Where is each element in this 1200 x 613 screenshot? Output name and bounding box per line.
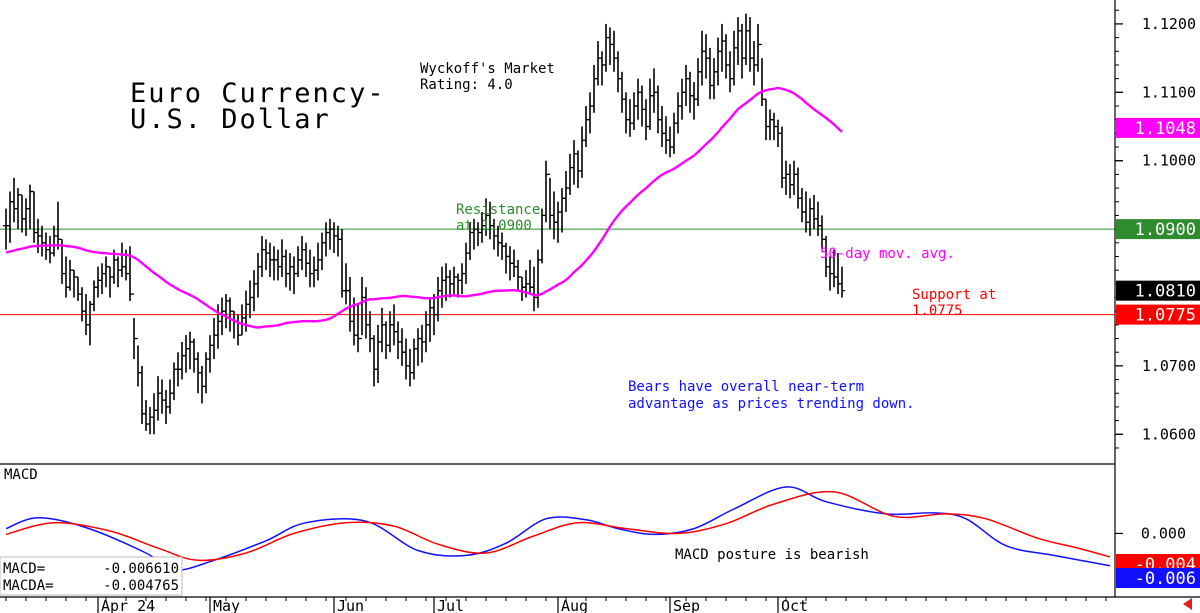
macda-readout-value: -0.004765 <box>103 578 179 594</box>
rating-line1: Wyckoff's Market <box>420 61 555 77</box>
commentary-line1: Bears have overall near-term <box>628 379 864 395</box>
moving-average <box>5 86 843 329</box>
ma-value-box-bg <box>1116 117 1200 138</box>
resistance-label-line2: at 1.0900 <box>456 218 532 234</box>
macda-readout-label: MACDA= <box>3 578 54 594</box>
price-tick-label: 1.0600 <box>1142 425 1196 443</box>
macd-value-box-bg <box>1116 568 1200 588</box>
rating-line2: Rating: 4.0 <box>420 77 513 93</box>
month-label: Jul <box>437 597 464 613</box>
macd-value-box: -0.006 <box>1116 568 1200 589</box>
resistance-value-box: 1.0900 <box>1116 219 1200 240</box>
month-label: May <box>213 597 240 613</box>
month-label: Apr 24 <box>101 597 155 613</box>
last-price-box: 1.0810 <box>1116 280 1200 302</box>
support-value-box-bg <box>1116 304 1200 325</box>
ma-value-box: 1.1048 <box>1116 117 1200 139</box>
month-label: Jun <box>337 597 364 613</box>
price-tick-label: 1.1000 <box>1142 152 1196 170</box>
price-bars <box>3 13 845 435</box>
macd-readout-box <box>0 556 183 596</box>
month-label: Oct <box>781 597 808 613</box>
macd-value-box-text: -0.006 <box>1135 569 1196 589</box>
macd-panel-title: MACD <box>4 467 38 483</box>
time-axis: Apr 24 May Jun Jul Aug Sep Oct <box>5 597 1107 613</box>
price-tick-label: 1.0700 <box>1142 357 1196 375</box>
resistance-label-line1: Resistance <box>456 202 540 218</box>
support-label-line1: Support at <box>912 287 996 303</box>
last-price-box-bg <box>1116 280 1200 301</box>
support-value-box: 1.0775 <box>1116 304 1200 326</box>
ma-value-box-text: 1.1048 <box>1135 119 1196 139</box>
macd-readout-value: -0.006610 <box>103 561 179 577</box>
chart-title-line1: Euro Currency- <box>130 78 386 109</box>
macda-line <box>5 490 1111 562</box>
ma-line <box>5 86 843 329</box>
last-price-box-text: 1.0810 <box>1135 282 1196 302</box>
support-value-box-text: 1.0775 <box>1135 306 1196 326</box>
month-label: Sep <box>673 597 700 613</box>
scroll-left-icon[interactable] <box>1183 598 1192 610</box>
macd-posture: MACD posture is bearish <box>675 547 869 563</box>
macd-tick-label: 0.000 <box>1141 524 1186 542</box>
ma-label: 50-day mov. avg. <box>820 246 955 262</box>
month-label: Aug <box>561 597 588 613</box>
macd-readout-label: MACD= <box>3 561 45 577</box>
price-tick-label: 1.1100 <box>1142 83 1196 101</box>
price-tick-label: 1.1200 <box>1142 15 1196 33</box>
price-bar <box>839 266 845 298</box>
price-axis: 1.1200 1.1100 1.1000 1.0700 1.0600 <box>1115 9 1196 449</box>
commentary-line2: advantage as prices trending down. <box>628 396 915 412</box>
chart-title-line2: U.S. Dollar <box>130 104 331 135</box>
resistance-value-box-text: 1.0900 <box>1135 220 1196 240</box>
resistance-value-box-bg <box>1116 219 1200 240</box>
support-label-line2: 1.0775 <box>912 303 963 319</box>
